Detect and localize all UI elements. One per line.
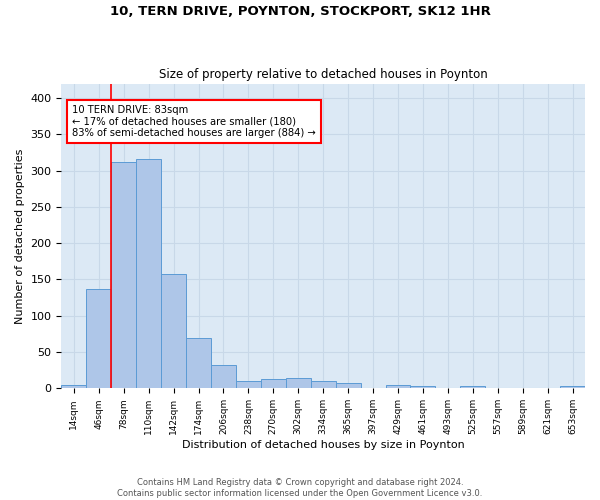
Bar bbox=[86, 289, 111, 388]
Bar bbox=[61, 386, 86, 388]
Bar bbox=[460, 386, 485, 388]
Bar bbox=[211, 365, 236, 388]
Bar bbox=[236, 381, 261, 388]
X-axis label: Distribution of detached houses by size in Poynton: Distribution of detached houses by size … bbox=[182, 440, 464, 450]
Title: Size of property relative to detached houses in Poynton: Size of property relative to detached ho… bbox=[159, 68, 488, 81]
Bar bbox=[286, 378, 311, 388]
Bar bbox=[161, 274, 186, 388]
Bar bbox=[560, 386, 585, 388]
Text: 10, TERN DRIVE, POYNTON, STOCKPORT, SK12 1HR: 10, TERN DRIVE, POYNTON, STOCKPORT, SK12… bbox=[110, 5, 490, 18]
Bar bbox=[386, 384, 410, 388]
Bar bbox=[136, 159, 161, 388]
Bar bbox=[111, 162, 136, 388]
Bar bbox=[335, 382, 361, 388]
Text: 10 TERN DRIVE: 83sqm
← 17% of detached houses are smaller (180)
83% of semi-deta: 10 TERN DRIVE: 83sqm ← 17% of detached h… bbox=[72, 105, 316, 138]
Bar bbox=[261, 379, 286, 388]
Bar bbox=[186, 338, 211, 388]
Bar bbox=[311, 381, 335, 388]
Bar bbox=[410, 386, 436, 388]
Y-axis label: Number of detached properties: Number of detached properties bbox=[15, 148, 25, 324]
Text: Contains HM Land Registry data © Crown copyright and database right 2024.
Contai: Contains HM Land Registry data © Crown c… bbox=[118, 478, 482, 498]
